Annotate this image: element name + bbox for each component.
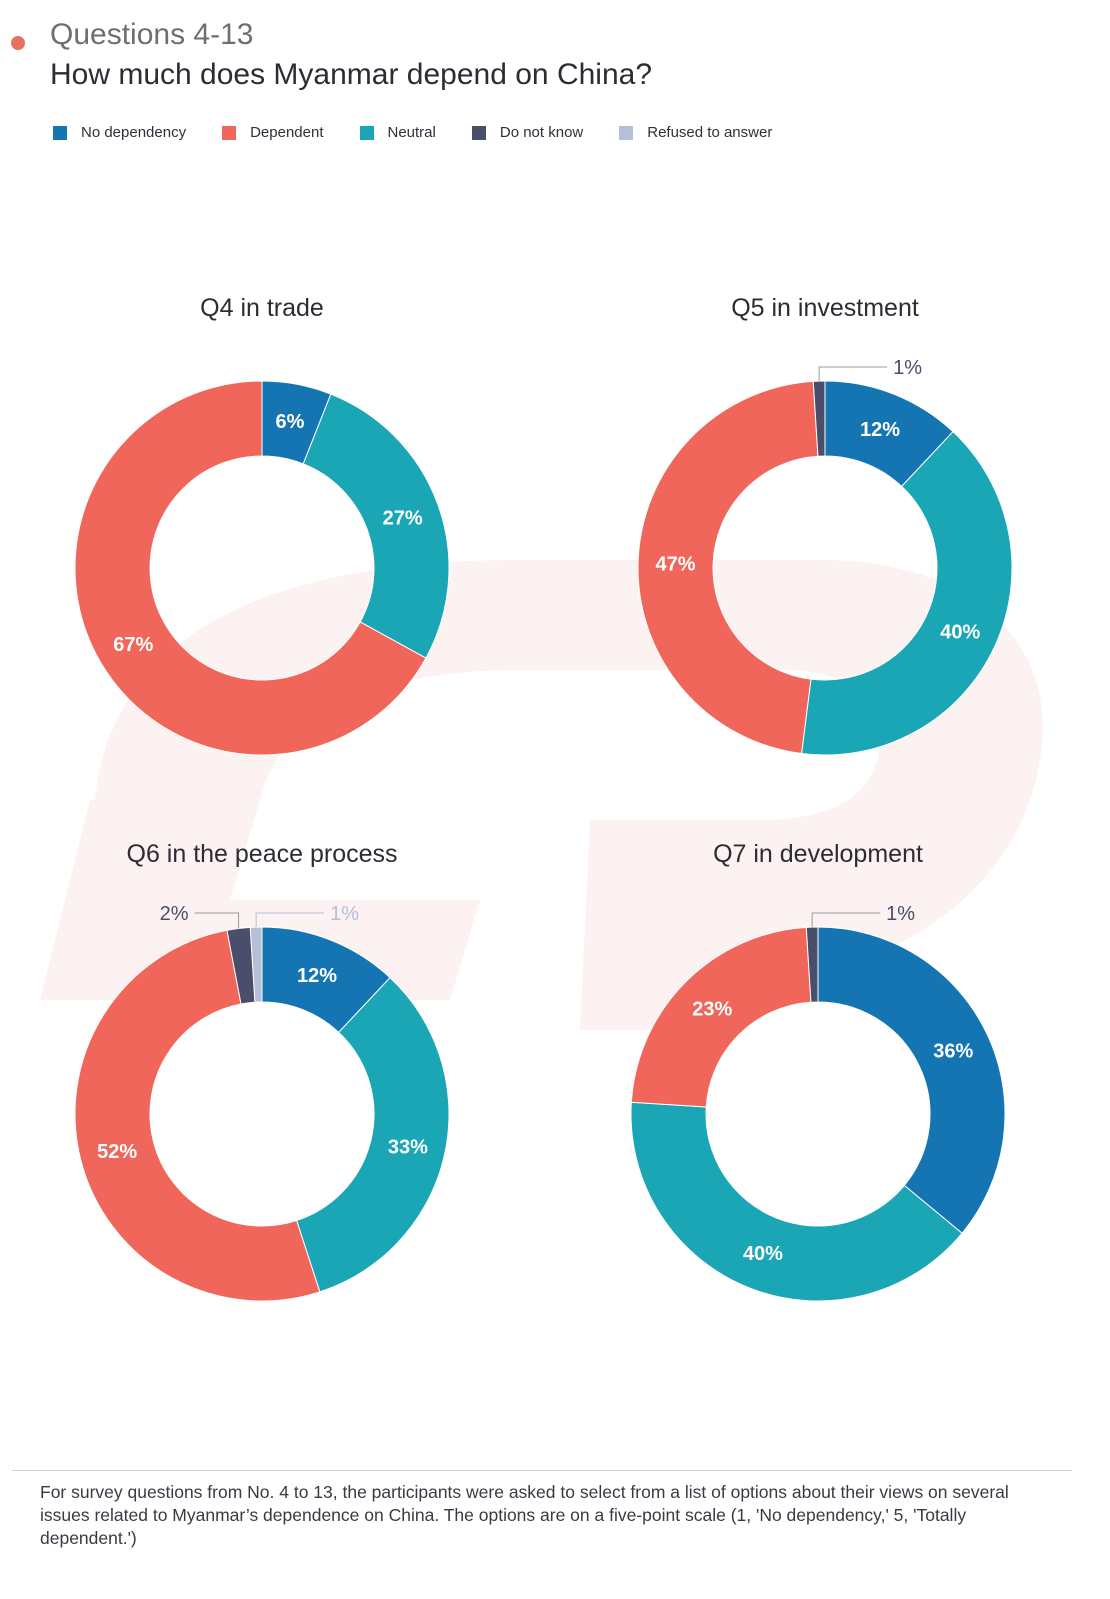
slice-refused-to-answer bbox=[249, 926, 263, 1003]
data-label-dependent: 52% bbox=[97, 1141, 137, 1163]
legend-swatch bbox=[471, 125, 486, 140]
slice-neutral bbox=[801, 430, 1013, 756]
data-label-neutral: 27% bbox=[383, 507, 423, 529]
chart-q6-peace-process: Q6 in the peace process 12% 33% 52% 2% 1% bbox=[2, 840, 522, 1360]
callout-label-do-not-know: 1% bbox=[886, 903, 915, 925]
donut-chart-q7: 36% 40% 23% 1% bbox=[630, 903, 1006, 1302]
slice-do-not-know bbox=[805, 926, 819, 1003]
legend-label: Dependent bbox=[250, 124, 324, 141]
legend-label: Neutral bbox=[387, 124, 436, 141]
legend-item-refused: Refused to answer bbox=[619, 124, 772, 141]
legend-item-no-dependency: No dependency bbox=[53, 124, 186, 141]
data-label-dependent: 67% bbox=[113, 634, 153, 656]
chart-q4-trade: Q4 in trade 6% 27% 67% bbox=[2, 294, 522, 814]
slice-do-not-know bbox=[812, 380, 826, 457]
kicker: Questions 4-13 bbox=[50, 18, 254, 51]
data-label-dependent: 47% bbox=[656, 553, 696, 575]
callout-label-do-not-know: 2% bbox=[160, 903, 189, 925]
legend-label: Refused to answer bbox=[647, 124, 773, 141]
data-label-no-dependency: 12% bbox=[297, 965, 337, 987]
callout-label-refused-to-answer: 1% bbox=[330, 903, 359, 925]
bullet-dot-icon bbox=[11, 36, 25, 50]
callout-line-do-not-know bbox=[811, 912, 881, 928]
slice-no-dependency bbox=[817, 926, 1006, 1234]
chart-title: Q4 in trade bbox=[200, 294, 324, 322]
callout-line-do-not-know bbox=[194, 912, 240, 929]
slice-dependent bbox=[74, 929, 321, 1302]
legend-swatch bbox=[359, 125, 374, 140]
slice-neutral bbox=[295, 976, 450, 1293]
donut-chart-q5: 12% 40% 47% 1% bbox=[637, 357, 1013, 756]
chart-q7-development: Q7 in development 36% 40% 23% 1% bbox=[558, 840, 1078, 1360]
legend-swatch bbox=[53, 125, 67, 140]
legend: No dependency Dependent Neutral Do not k… bbox=[53, 124, 808, 141]
legend-item-neutral: Neutral bbox=[359, 124, 436, 141]
legend-label: Do not know bbox=[499, 124, 584, 141]
data-label-neutral: 40% bbox=[743, 1243, 783, 1265]
chart-q5-investment: Q5 in investment 12% 40% 47% 1% bbox=[565, 294, 1085, 814]
slice-neutral bbox=[630, 1101, 963, 1302]
data-label-no-dependency: 36% bbox=[933, 1040, 973, 1062]
chart-title: Q7 in development bbox=[713, 840, 923, 868]
footnote: For survey questions from No. 4 to 13, t… bbox=[40, 1482, 1009, 1548]
legend-item-dependent: Dependent bbox=[222, 124, 324, 141]
slice-dependent bbox=[637, 380, 819, 755]
chart-title: Q5 in investment bbox=[731, 294, 919, 322]
slice-dependent bbox=[74, 380, 427, 756]
data-label-no-dependency: 12% bbox=[860, 419, 900, 441]
chart-title: Q6 in the peace process bbox=[126, 840, 398, 868]
callout-line-refused-to-answer bbox=[255, 912, 325, 928]
legend-swatch bbox=[222, 125, 237, 140]
donut-chart-q6: 12% 33% 52% 2% 1% bbox=[74, 903, 450, 1302]
callout-line-do-not-know bbox=[818, 366, 888, 382]
legend-item-do-not-know: Do not know bbox=[471, 124, 584, 141]
data-label-no-dependency: 6% bbox=[276, 411, 305, 433]
data-label-neutral: 33% bbox=[388, 1137, 428, 1159]
slice-dependent bbox=[630, 926, 812, 1108]
donut-chart-q4: 6% 27% 67% bbox=[74, 380, 450, 756]
legend-swatch bbox=[619, 125, 634, 140]
callout-label-do-not-know: 1% bbox=[893, 357, 922, 379]
data-label-dependent: 23% bbox=[692, 998, 732, 1020]
page-title: How much does Myanmar depend on China? bbox=[50, 58, 653, 91]
slice-neutral bbox=[302, 393, 450, 659]
footer-divider bbox=[12, 1470, 1072, 1471]
legend-label: No dependency bbox=[81, 124, 187, 141]
data-label-neutral: 40% bbox=[940, 622, 980, 644]
